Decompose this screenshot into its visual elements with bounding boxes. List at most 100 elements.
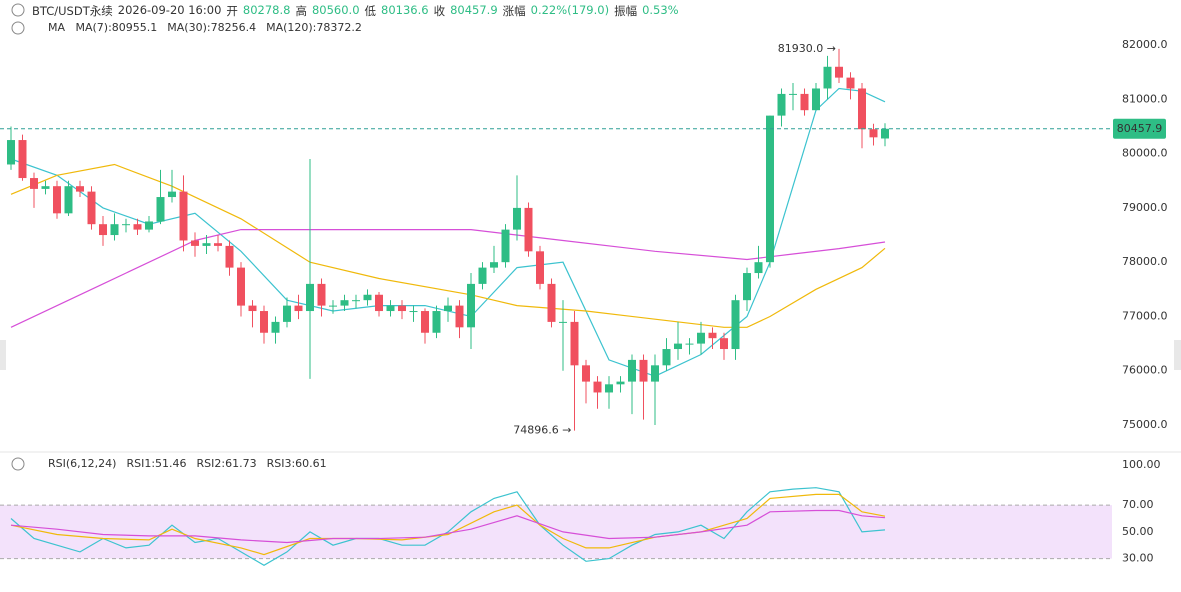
candle-body xyxy=(76,186,84,192)
y-tick-label: 75000.0 xyxy=(1122,418,1168,431)
candle-body xyxy=(191,240,199,246)
candle-body xyxy=(789,93,797,95)
scroll-right-tab[interactable] xyxy=(1174,340,1181,370)
legend-entry: RSI2:61.73 xyxy=(197,457,257,470)
candle-body xyxy=(651,365,659,382)
candle-body xyxy=(501,229,510,263)
candle-body xyxy=(812,88,820,111)
value: 0.22%(179.0) xyxy=(530,3,610,17)
candle-body xyxy=(30,178,38,189)
label: 高 xyxy=(295,4,307,18)
candle-body xyxy=(490,262,498,268)
candle-body xyxy=(685,343,694,345)
candle-body xyxy=(708,332,717,339)
candle-body xyxy=(593,381,602,393)
candle-body xyxy=(99,224,107,236)
candle-body xyxy=(697,332,705,344)
y-tick-label: 30.00 xyxy=(1122,552,1154,565)
value: 80560.0 xyxy=(311,3,360,17)
candle-body xyxy=(547,283,556,322)
value: 80457.9 xyxy=(450,3,498,17)
candle-body xyxy=(7,140,15,165)
collapse-icon[interactable] xyxy=(11,21,25,35)
price-annotation: 81930.0 → xyxy=(778,42,836,55)
y-tick-label: 78000.0 xyxy=(1122,255,1168,268)
last-price-label: 80457.9 xyxy=(1117,122,1163,135)
scroll-left-tab[interactable] xyxy=(0,340,6,370)
indicator-line xyxy=(10,509,886,544)
candle-body xyxy=(777,93,786,116)
indicator-line xyxy=(10,493,886,556)
collapse-icon[interactable] xyxy=(11,457,25,471)
y-tick-label: 80000.0 xyxy=(1122,147,1168,160)
candle-body xyxy=(582,365,590,382)
y-tick-label: 82000.0 xyxy=(1122,38,1168,51)
candle-body xyxy=(846,77,855,89)
candle-body xyxy=(467,283,475,328)
legend-entry: MA(30):78256.4 xyxy=(167,21,256,34)
candle-body xyxy=(386,305,395,312)
value: 80278.8 xyxy=(242,3,291,17)
indicator-label: RSI(6,12,24) xyxy=(48,457,116,470)
candle-body xyxy=(110,224,119,236)
legend-entry: MA(7):80955.1 xyxy=(75,21,157,34)
candle-body xyxy=(513,207,521,230)
candle-body xyxy=(674,343,682,350)
label: 振幅 xyxy=(614,4,638,18)
candle-body xyxy=(53,186,61,214)
candle-body xyxy=(858,88,866,130)
rsi-band xyxy=(0,505,1112,559)
y-tick-label: 76000.0 xyxy=(1122,364,1168,377)
symbol: BTC/USDT永续 xyxy=(32,4,113,18)
label: 涨幅 xyxy=(502,4,526,18)
label: 低 xyxy=(364,4,377,18)
candle-body xyxy=(478,267,487,284)
candle-body xyxy=(398,305,406,312)
y-tick-label: 79000.0 xyxy=(1122,201,1168,214)
indicator-line xyxy=(10,87,886,377)
candle-body xyxy=(352,300,360,302)
candle-body xyxy=(823,66,832,89)
candle-body xyxy=(444,305,452,312)
candle-body xyxy=(605,384,613,393)
candle-body xyxy=(156,197,165,222)
candle-body xyxy=(133,224,142,230)
candle-body xyxy=(570,321,579,366)
last-price-box xyxy=(1113,118,1166,139)
legend-entry: RSI1:51.46 xyxy=(126,457,186,470)
candle-body xyxy=(524,207,533,252)
value: 80136.6 xyxy=(381,3,429,17)
candle-body xyxy=(41,186,50,189)
candle-body xyxy=(225,245,234,268)
candle-body xyxy=(628,359,636,382)
candle-body xyxy=(145,221,153,230)
candle-body xyxy=(306,283,314,312)
candle-body xyxy=(329,305,337,307)
candle-body xyxy=(616,381,625,385)
candle-body xyxy=(766,115,774,263)
candle-body xyxy=(179,191,188,241)
candle-body xyxy=(639,359,648,382)
candle-body xyxy=(409,311,418,313)
candle-body xyxy=(168,191,176,198)
candle-body xyxy=(214,243,222,246)
candle-body xyxy=(260,311,268,333)
y-tick-label: 100.00 xyxy=(1122,458,1161,471)
candle-body xyxy=(317,283,326,306)
value: 0.53% xyxy=(642,3,679,17)
candle-body xyxy=(835,66,843,78)
candle-body xyxy=(559,321,567,323)
candle-body xyxy=(248,305,257,312)
candle-body xyxy=(720,338,728,350)
candle-body xyxy=(869,129,878,138)
candle-body xyxy=(375,294,383,312)
y-tick-label: 70.00 xyxy=(1122,498,1154,511)
collapse-icon[interactable] xyxy=(11,3,25,17)
label: 开 xyxy=(226,4,238,18)
y-tick-label: 50.00 xyxy=(1122,525,1154,538)
indicator-label: MA xyxy=(48,21,65,34)
label: 收 xyxy=(433,4,446,18)
price-annotation: 74896.6 → xyxy=(513,424,571,437)
